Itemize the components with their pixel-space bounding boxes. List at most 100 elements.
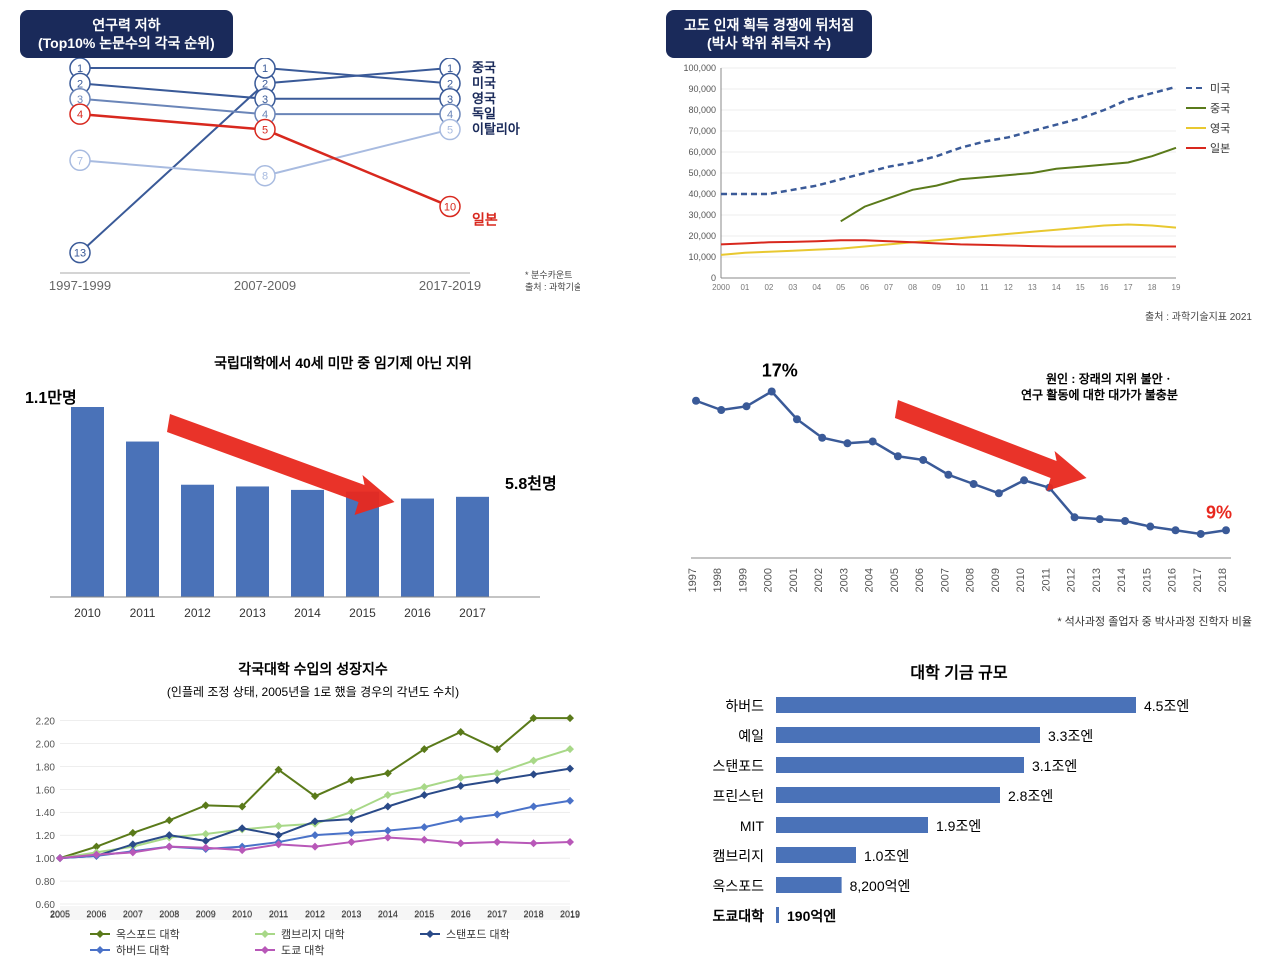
endowment-bar-chart: 하버드4.5조엔예일3.3조엔스탠포드3.1조엔프린스턴2.8조엔MIT1.9조…	[666, 687, 1246, 947]
svg-text:5: 5	[447, 125, 453, 137]
title-line2: (박사 학위 취득자 수)	[707, 35, 831, 51]
svg-text:1.0조엔: 1.0조엔	[864, 848, 909, 864]
svg-text:2011: 2011	[130, 606, 156, 620]
svg-text:1.00: 1.00	[36, 854, 56, 865]
svg-text:09: 09	[932, 283, 941, 292]
svg-text:8,200억엔: 8,200억엔	[850, 878, 911, 894]
svg-text:MIT: MIT	[740, 818, 765, 834]
svg-text:10: 10	[444, 202, 456, 214]
svg-text:중국: 중국	[1210, 103, 1230, 115]
svg-text:하버드 대학: 하버드 대학	[116, 943, 170, 957]
svg-text:01: 01	[740, 283, 749, 292]
svg-text:0: 0	[711, 273, 716, 283]
svg-text:2014: 2014	[294, 606, 321, 620]
ranking-chart-panel: 연구력 저하 (Top10% 논문수의 각국 순위) 1321112233344…	[20, 10, 606, 323]
svg-text:2015: 2015	[1141, 568, 1153, 592]
svg-text:2012: 2012	[305, 909, 325, 919]
svg-text:1.20: 1.20	[36, 832, 56, 843]
svg-text:2006: 2006	[86, 909, 106, 919]
svg-text:스탠포드: 스탠포드	[712, 758, 764, 774]
svg-text:0.80: 0.80	[36, 877, 56, 888]
svg-text:03: 03	[788, 283, 797, 292]
panel-title: 국립대학에서 40세 미만 중 임기제 아닌 지위	[80, 353, 606, 373]
svg-text:2014: 2014	[1116, 568, 1128, 592]
svg-text:미국: 미국	[472, 76, 496, 91]
svg-text:16: 16	[1100, 283, 1109, 292]
svg-text:02: 02	[764, 283, 773, 292]
svg-text:2019: 2019	[560, 909, 580, 919]
svg-text:4.5조엔: 4.5조엔	[1144, 698, 1189, 714]
svg-text:100,000: 100,000	[683, 63, 716, 73]
svg-text:2008: 2008	[965, 568, 977, 592]
svg-text:프린스턴: 프린스턴	[712, 788, 764, 804]
svg-text:일본: 일본	[472, 212, 498, 228]
decline-chart-panel: 1997199819992000200120022003200420052006…	[666, 353, 1252, 629]
footnote: * 석사과정 졸업자 중 박사과정 진학자 비율	[666, 613, 1252, 629]
svg-text:영국: 영국	[1210, 122, 1230, 135]
svg-text:40,000: 40,000	[688, 189, 716, 199]
svg-text:2009: 2009	[990, 568, 1002, 592]
svg-text:하버드: 하버드	[725, 698, 764, 714]
title-line1: 고도 인재 획득 경쟁에 뒤처짐	[684, 17, 854, 33]
svg-text:1999: 1999	[737, 568, 749, 592]
svg-text:10: 10	[956, 283, 965, 292]
svg-text:10,000: 10,000	[688, 252, 716, 262]
svg-text:2017-2019: 2017-2019	[419, 278, 481, 293]
svg-text:2015: 2015	[414, 909, 434, 919]
svg-text:2005: 2005	[889, 568, 901, 592]
svg-text:도쿄대학: 도쿄대학	[712, 908, 764, 924]
svg-text:4: 4	[77, 110, 83, 122]
svg-text:08: 08	[908, 283, 917, 292]
svg-text:8: 8	[262, 171, 268, 183]
svg-text:2012: 2012	[184, 606, 211, 620]
endowment-panel: 대학 기금 규모 하버드4.5조엔예일3.3조엔스탠포드3.1조엔프린스턴2.8…	[666, 659, 1252, 964]
svg-text:2016: 2016	[1167, 568, 1179, 592]
svg-text:2014: 2014	[378, 909, 398, 919]
title-line2: (인플레 조정 상태, 2005년을 1로 했을 경우의 각년도 수치)	[20, 683, 606, 700]
svg-text:스탠포드 대학: 스탠포드 대학	[446, 928, 510, 941]
svg-text:1.1만명: 1.1만명	[25, 389, 77, 407]
svg-text:2.20: 2.20	[36, 717, 56, 728]
faculty-bar-chart: 201020112012201320142015201620171.1만명5.8…	[20, 377, 580, 627]
svg-text:80,000: 80,000	[688, 105, 716, 115]
svg-text:5.8천명: 5.8천명	[505, 475, 557, 493]
panel-title: 대학 기금 규모	[666, 659, 1252, 683]
svg-text:20,000: 20,000	[688, 231, 716, 241]
svg-text:15: 15	[1076, 283, 1085, 292]
svg-text:13: 13	[74, 248, 86, 260]
svg-text:캠브리지 대학: 캠브리지 대학	[281, 928, 345, 941]
svg-text:2007-2009: 2007-2009	[234, 278, 296, 293]
svg-text:1.9조엔: 1.9조엔	[936, 818, 981, 834]
svg-text:2000: 2000	[763, 568, 775, 592]
svg-text:11: 11	[980, 283, 989, 292]
title-line1: 연구력 저하	[92, 17, 160, 33]
svg-text:독일: 독일	[472, 107, 496, 122]
svg-text:2011: 2011	[1040, 568, 1052, 592]
svg-text:1997-1999: 1997-1999	[49, 278, 111, 293]
svg-text:13: 13	[1028, 283, 1037, 292]
title-line1: 각국대학 수입의 성장지수	[20, 659, 606, 679]
footnote: 출처 : 과학기술지표 2021	[666, 308, 1252, 323]
svg-text:14: 14	[1052, 283, 1061, 292]
svg-text:2009: 2009	[196, 909, 216, 919]
svg-text:2001: 2001	[788, 568, 800, 592]
svg-text:예일: 예일	[738, 728, 764, 744]
svg-text:2000: 2000	[712, 283, 730, 292]
svg-text:2017: 2017	[459, 606, 486, 620]
svg-text:5: 5	[262, 125, 268, 137]
svg-text:3.1조엔: 3.1조엔	[1032, 758, 1077, 774]
svg-text:2017: 2017	[487, 909, 507, 919]
svg-text:60,000: 60,000	[688, 147, 716, 157]
svg-text:2015: 2015	[349, 606, 376, 620]
bar-chart-panel: 국립대학에서 40세 미만 중 임기제 아닌 지위 20102011201220…	[20, 353, 606, 629]
svg-text:2011: 2011	[269, 909, 288, 919]
svg-text:3.3조엔: 3.3조엔	[1048, 728, 1093, 744]
svg-text:90,000: 90,000	[688, 84, 716, 94]
svg-text:일본: 일본	[1210, 141, 1230, 155]
svg-text:2007: 2007	[939, 568, 951, 592]
svg-text:1.60: 1.60	[36, 786, 56, 797]
svg-text:2012: 2012	[1066, 568, 1078, 592]
svg-text:12: 12	[1004, 283, 1013, 292]
svg-text:* 분수카운트: * 분수카운트	[525, 270, 572, 280]
svg-text:2017: 2017	[1192, 568, 1204, 592]
